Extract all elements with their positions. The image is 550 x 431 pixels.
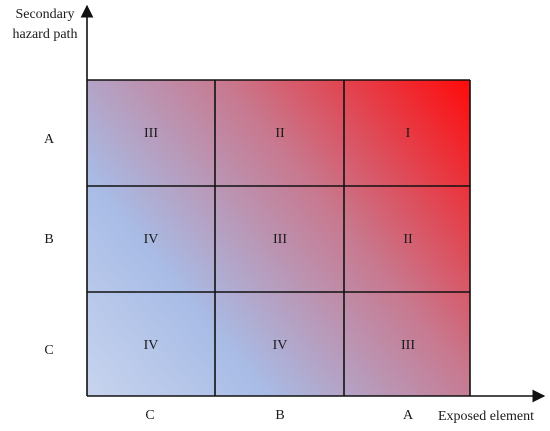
cell-r2-c1: IV	[143, 232, 159, 247]
cell-r3-c1: IV	[143, 338, 159, 353]
matrix-background	[87, 80, 470, 396]
y-level-b: B	[44, 232, 54, 247]
cell-r3-c2: IV	[272, 338, 288, 353]
x-level-c: C	[145, 408, 155, 423]
y-axis-title-line2: hazard path	[12, 27, 78, 42]
y-level-c: C	[44, 343, 54, 358]
cell-r1-c2: II	[275, 126, 285, 141]
cell-r1-c3: I	[405, 126, 411, 141]
x-level-b: B	[275, 408, 285, 423]
cell-r3-c3: III	[401, 338, 415, 353]
cell-r1-c1: III	[144, 126, 158, 141]
x-level-a: A	[402, 408, 414, 423]
cell-r2-c3: II	[403, 232, 413, 247]
y-level-a: A	[43, 132, 55, 147]
cell-r2-c2: III	[273, 232, 287, 247]
matrix-gridlines	[87, 79, 471, 396]
x-axis-title: Exposed element	[438, 409, 535, 424]
y-axis-title-line1: Secondary	[15, 7, 75, 22]
